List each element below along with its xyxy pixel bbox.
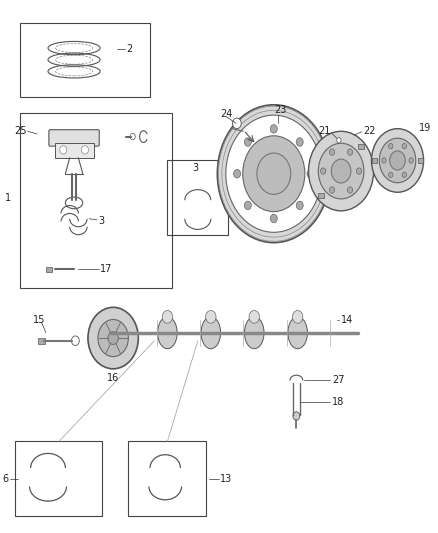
Circle shape (329, 187, 335, 193)
Circle shape (293, 412, 300, 420)
Text: 24: 24 (220, 109, 232, 119)
Circle shape (205, 311, 216, 323)
Circle shape (233, 118, 241, 128)
Circle shape (244, 138, 251, 146)
Bar (38, 337, 45, 344)
Text: 14: 14 (341, 314, 353, 325)
Circle shape (108, 332, 118, 344)
Circle shape (296, 138, 303, 146)
Circle shape (357, 168, 362, 174)
Circle shape (329, 149, 335, 155)
Circle shape (318, 143, 364, 199)
FancyBboxPatch shape (49, 130, 99, 146)
Circle shape (162, 311, 173, 323)
Circle shape (293, 311, 303, 323)
Circle shape (382, 158, 386, 163)
Circle shape (409, 158, 413, 163)
Ellipse shape (201, 317, 221, 349)
Circle shape (217, 105, 330, 243)
Circle shape (337, 138, 341, 143)
Circle shape (402, 143, 406, 149)
Circle shape (243, 136, 305, 212)
Text: 15: 15 (33, 314, 46, 325)
Circle shape (371, 128, 424, 192)
Circle shape (389, 172, 393, 177)
Ellipse shape (244, 317, 264, 349)
Circle shape (270, 214, 277, 223)
Text: 25: 25 (14, 126, 26, 136)
Circle shape (226, 115, 322, 232)
Circle shape (307, 169, 314, 178)
Text: 19: 19 (419, 123, 431, 133)
Circle shape (270, 125, 277, 133)
Circle shape (379, 138, 416, 183)
Text: 22: 22 (363, 126, 375, 136)
Bar (46, 266, 53, 272)
Bar (20, 22, 150, 97)
Text: 18: 18 (332, 397, 345, 407)
Circle shape (296, 201, 303, 209)
Ellipse shape (288, 317, 307, 349)
Bar (418, 158, 423, 163)
Circle shape (249, 311, 259, 323)
Circle shape (389, 143, 393, 149)
Circle shape (308, 131, 374, 211)
Circle shape (390, 151, 405, 170)
Circle shape (257, 153, 291, 195)
Text: 3: 3 (98, 216, 104, 227)
Bar (372, 158, 377, 163)
Text: 27: 27 (332, 375, 345, 385)
Circle shape (60, 146, 67, 154)
Text: 1: 1 (5, 192, 11, 203)
Text: 6: 6 (3, 474, 9, 483)
Circle shape (347, 187, 353, 193)
Bar (54, 143, 94, 158)
Ellipse shape (158, 317, 177, 349)
Bar (318, 193, 324, 198)
Text: 3: 3 (193, 164, 199, 173)
Text: 16: 16 (107, 373, 119, 383)
Bar (128, 441, 206, 516)
Circle shape (81, 146, 88, 154)
Circle shape (88, 308, 138, 369)
Bar (20, 113, 172, 288)
Text: 17: 17 (100, 264, 113, 274)
Text: 21: 21 (318, 126, 330, 136)
Circle shape (347, 149, 353, 155)
Circle shape (331, 159, 351, 183)
Circle shape (402, 172, 406, 177)
Circle shape (244, 201, 251, 209)
Text: 23: 23 (274, 105, 286, 115)
Circle shape (98, 319, 128, 357)
Circle shape (321, 168, 326, 174)
Bar (358, 144, 364, 149)
Text: 13: 13 (219, 474, 232, 483)
Circle shape (71, 336, 79, 345)
Bar (167, 160, 228, 235)
Circle shape (130, 133, 135, 140)
Bar (15, 441, 102, 516)
Text: 2: 2 (126, 44, 132, 54)
Circle shape (233, 169, 240, 178)
